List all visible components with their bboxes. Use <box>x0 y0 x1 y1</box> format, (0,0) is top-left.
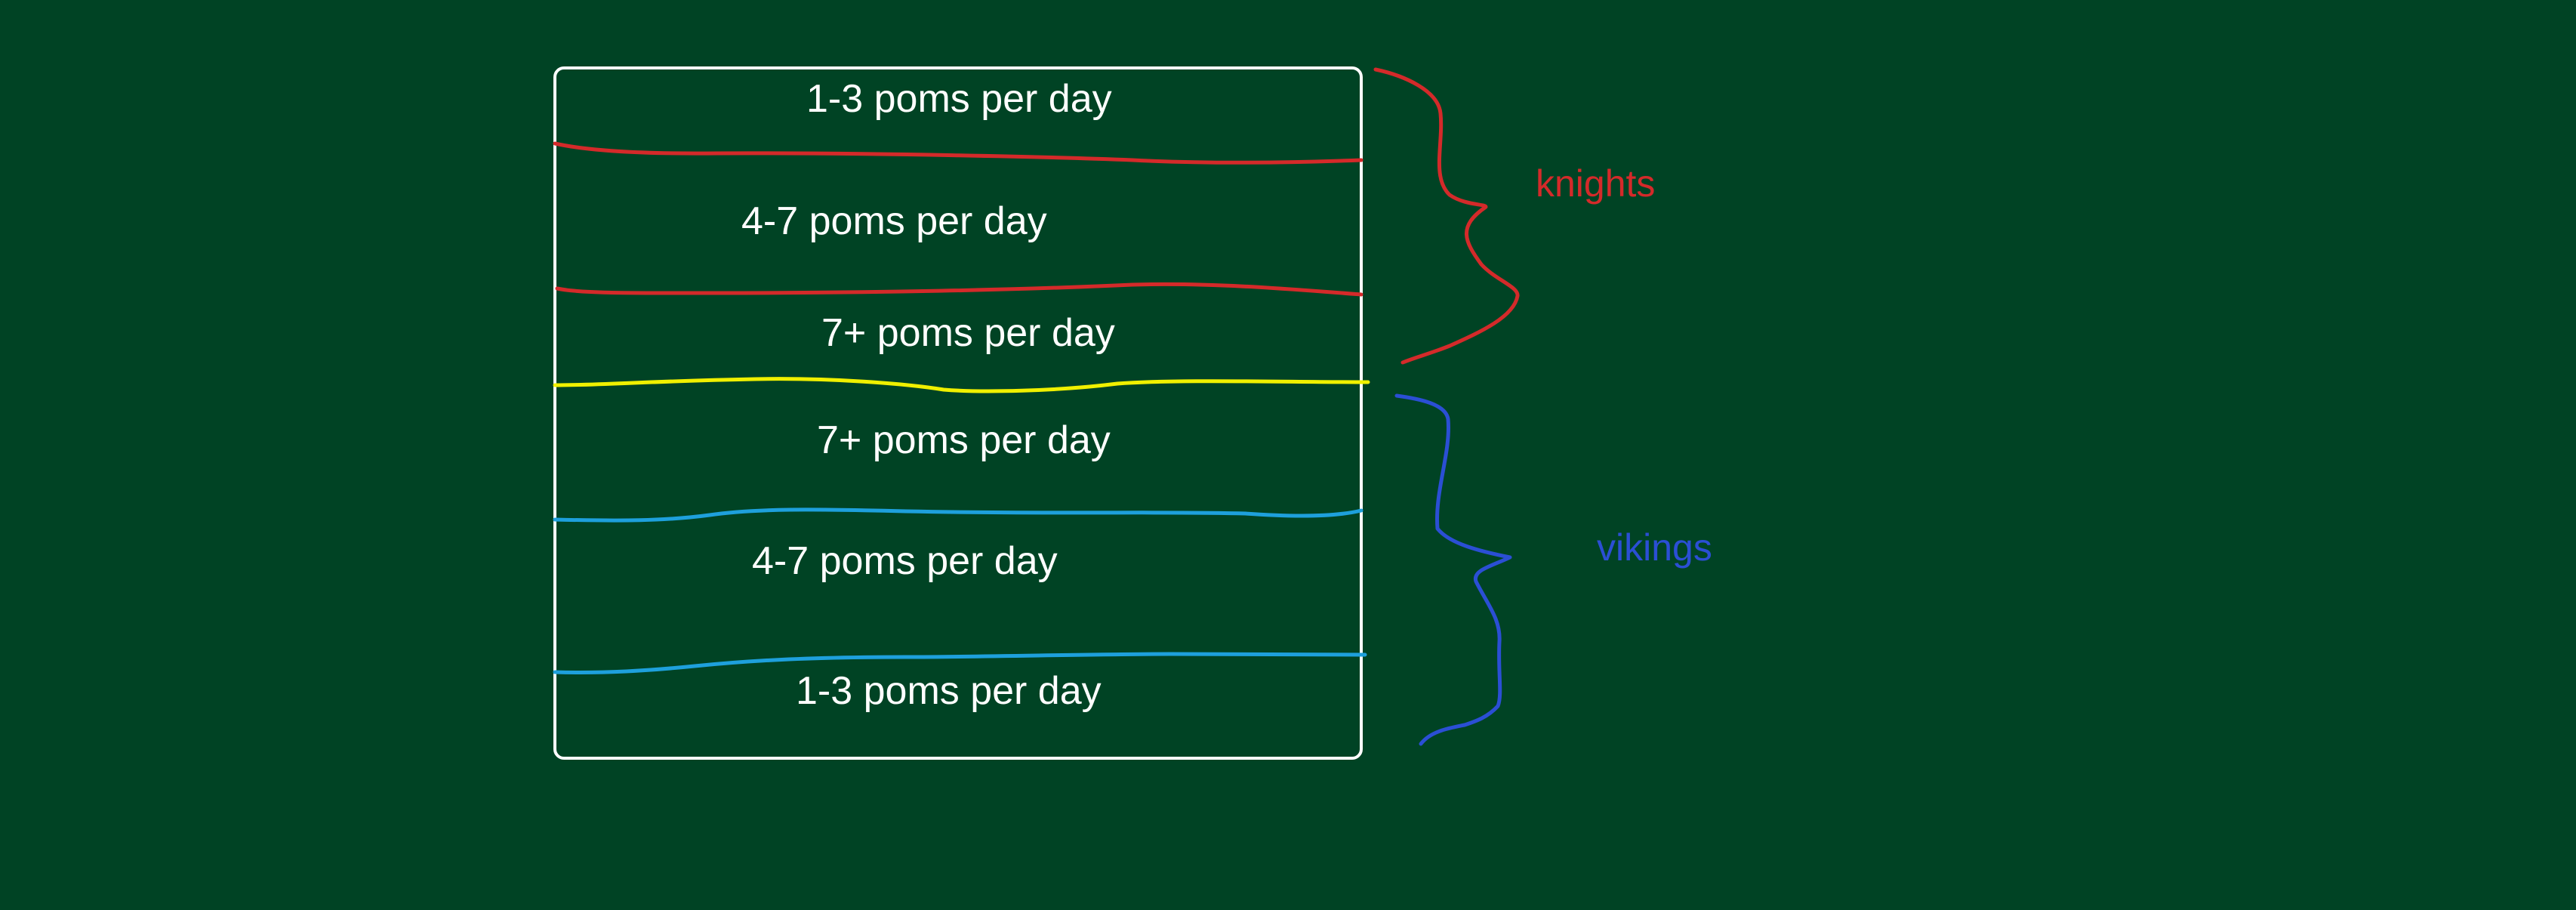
band-label: 7+ poms per day <box>821 311 1115 355</box>
knights-label: knights <box>1536 162 1655 205</box>
group-divider-line <box>553 377 1370 393</box>
vikings-brace <box>1394 393 1512 746</box>
knights-separator-line <box>555 282 1363 297</box>
vikings-separator-line <box>553 507 1363 523</box>
vikings-label: vikings <box>1597 526 1712 569</box>
knights-separator-line <box>553 141 1363 165</box>
knights-brace <box>1373 67 1520 365</box>
band-label: 4-7 poms per day <box>741 199 1047 243</box>
frame-box <box>553 66 1363 760</box>
band-label: 1-3 poms per day <box>806 77 1112 121</box>
band-label: 7+ poms per day <box>817 418 1111 462</box>
band-label: 1-3 poms per day <box>796 669 1102 713</box>
vikings-separator-line <box>553 652 1367 675</box>
band-label: 4-7 poms per day <box>752 539 1058 583</box>
